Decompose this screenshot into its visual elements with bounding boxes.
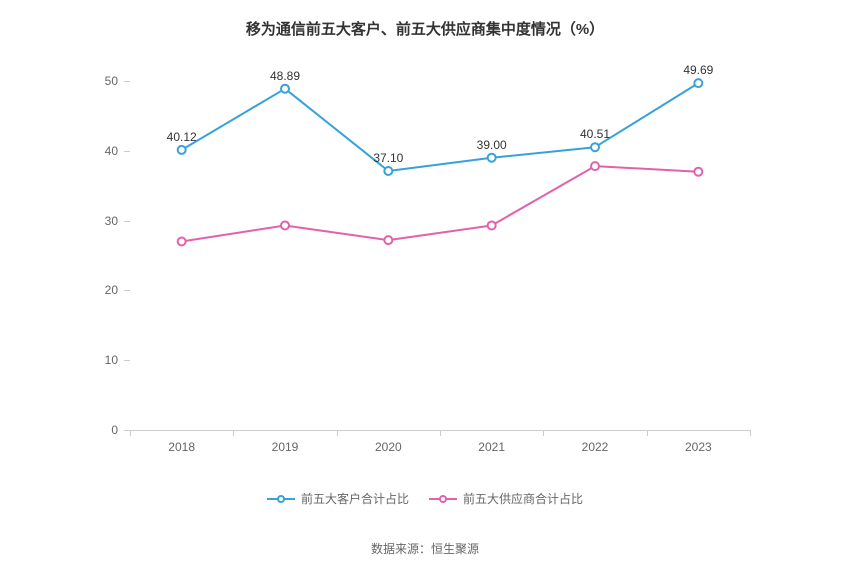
y-tick-mark xyxy=(124,221,130,222)
series-marker xyxy=(488,221,496,229)
x-tick-label: 2022 xyxy=(582,440,609,454)
y-tick-label: 30 xyxy=(84,214,118,228)
y-tick-label: 10 xyxy=(84,353,118,367)
y-tick-label: 0 xyxy=(84,423,118,437)
data-label: 49.69 xyxy=(683,63,713,77)
series-marker xyxy=(591,143,599,151)
series-marker xyxy=(694,79,702,87)
series-marker xyxy=(281,221,289,229)
legend-item[interactable]: 前五大供应商合计占比 xyxy=(429,490,583,507)
y-tick-label: 20 xyxy=(84,283,118,297)
x-tick-mark xyxy=(647,430,648,436)
x-tick-mark xyxy=(130,430,131,436)
data-label: 40.51 xyxy=(580,127,610,141)
chart-lines-svg xyxy=(130,60,750,430)
legend-marker-icon xyxy=(429,493,457,505)
series-marker xyxy=(178,238,186,246)
y-tick-mark xyxy=(124,360,130,361)
data-label: 39.00 xyxy=(477,138,507,152)
series-line xyxy=(182,166,699,241)
legend-marker-icon xyxy=(267,493,295,505)
y-tick-mark xyxy=(124,81,130,82)
y-tick-label: 40 xyxy=(84,144,118,158)
x-tick-mark xyxy=(337,430,338,436)
x-tick-label: 2020 xyxy=(375,440,402,454)
chart-container: 移为通信前五大客户、前五大供应商集中度情况（%） 前五大客户合计占比 前五大供应商… xyxy=(0,0,850,574)
y-tick-mark xyxy=(124,290,130,291)
data-label: 40.12 xyxy=(167,130,197,144)
series-marker xyxy=(591,162,599,170)
chart-source: 数据来源：恒生聚源 xyxy=(0,540,850,557)
plot-area xyxy=(130,60,750,430)
series-marker xyxy=(384,167,392,175)
series-marker xyxy=(178,146,186,154)
x-tick-label: 2019 xyxy=(272,440,299,454)
y-tick-mark xyxy=(124,151,130,152)
x-tick-label: 2023 xyxy=(685,440,712,454)
x-tick-mark xyxy=(233,430,234,436)
series-line xyxy=(182,83,699,171)
series-marker xyxy=(694,168,702,176)
series-marker xyxy=(488,154,496,162)
series-marker xyxy=(384,236,392,244)
legend-item[interactable]: 前五大客户合计占比 xyxy=(267,490,409,507)
chart-title: 移为通信前五大客户、前五大供应商集中度情况（%） xyxy=(0,18,850,39)
data-label: 48.89 xyxy=(270,69,300,83)
x-tick-mark xyxy=(543,430,544,436)
x-tick-mark xyxy=(750,430,751,436)
x-tick-label: 2021 xyxy=(478,440,505,454)
x-tick-mark xyxy=(440,430,441,436)
legend-label: 前五大供应商合计占比 xyxy=(463,490,583,507)
y-tick-label: 50 xyxy=(84,74,118,88)
series-marker xyxy=(281,85,289,93)
chart-legend: 前五大客户合计占比 前五大供应商合计占比 xyxy=(0,490,850,508)
legend-label: 前五大客户合计占比 xyxy=(301,490,409,507)
data-label: 37.10 xyxy=(373,151,403,165)
x-tick-label: 2018 xyxy=(168,440,195,454)
